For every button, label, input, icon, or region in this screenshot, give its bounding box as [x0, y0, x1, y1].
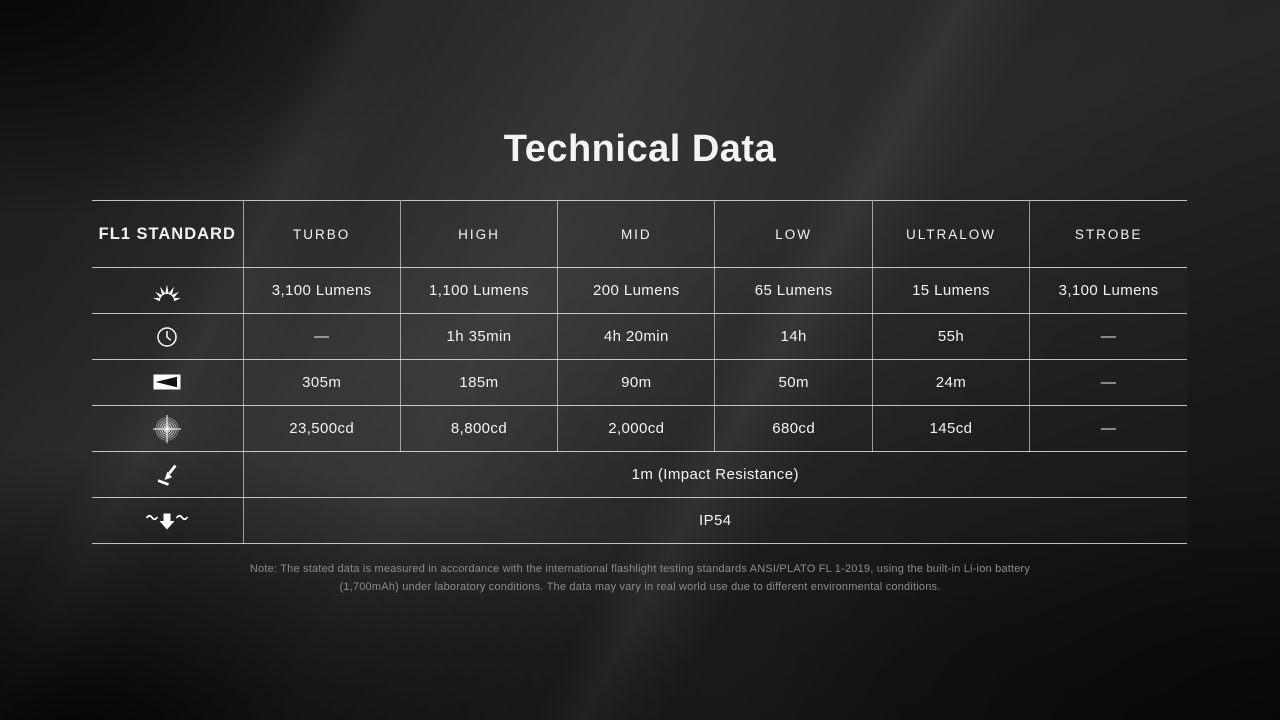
table-row-brightness: 3,100 Lumens 1,100 Lumens 200 Lumens 65 …	[92, 267, 1187, 314]
column-header-mid: MID	[557, 200, 716, 268]
value-ultralow-distance: 24m	[872, 359, 1031, 406]
impact-resistance-icon	[157, 464, 177, 486]
brightness-icon	[153, 284, 181, 301]
value-mid-lumens: 200 Lumens	[557, 267, 716, 314]
value-strobe-distance: —	[1029, 359, 1187, 406]
value-low-intensity: 680cd	[714, 405, 873, 452]
footnote: Note: The stated data is measured in acc…	[140, 560, 1140, 596]
value-ultralow-intensity: 145cd	[872, 405, 1031, 452]
page-title: Technical Data	[503, 128, 777, 170]
value-turbo-intensity: 23,500cd	[243, 405, 401, 452]
value-high-intensity: 8,800cd	[400, 405, 559, 452]
value-high-distance: 185m	[400, 359, 559, 406]
fl1-standard-header: FL1 STANDARD	[92, 200, 244, 268]
column-header-turbo: TURBO	[243, 200, 401, 268]
table-header-row: FL1 STANDARD TURBO HIGH MID LOW ULTRALOW…	[92, 200, 1187, 268]
value-mid-distance: 90m	[557, 359, 716, 406]
table-row-runtime: — 1h 35min 4h 20min 14h 55h —	[92, 313, 1187, 360]
runtime-icon	[157, 326, 177, 347]
value-impact-resistance: 1m (Impact Resistance)	[243, 451, 1187, 498]
value-high-runtime: 1h 35min	[400, 313, 559, 360]
footnote-line-2: (1,700mAh) under laboratory conditions. …	[339, 581, 941, 594]
table-row-impact-resistance: 1m (Impact Resistance)	[92, 451, 1187, 498]
column-header-high: HIGH	[400, 200, 559, 268]
beam-distance-icon	[153, 374, 181, 390]
value-turbo-lumens: 3,100 Lumens	[243, 267, 401, 314]
value-mid-intensity: 2,000cd	[557, 405, 716, 452]
value-high-lumens: 1,100 Lumens	[400, 267, 559, 314]
value-low-runtime: 14h	[714, 313, 873, 360]
value-ultralow-runtime: 55h	[872, 313, 1031, 360]
value-low-lumens: 65 Lumens	[714, 267, 873, 314]
value-strobe-intensity: —	[1029, 405, 1187, 452]
value-strobe-lumens: 3,100 Lumens	[1029, 267, 1187, 314]
footnote-line-1: Note: The stated data is measured in acc…	[249, 563, 1031, 575]
column-header-strobe: STROBE	[1029, 200, 1187, 268]
table-row-ip-rating: IP54	[92, 497, 1187, 544]
value-ultralow-lumens: 15 Lumens	[872, 267, 1031, 314]
table-row-beam-intensity: 23,500cd 8,800cd 2,000cd 680cd 145cd —	[92, 405, 1187, 452]
column-header-ultralow: ULTRALOW	[872, 200, 1031, 268]
value-turbo-distance: 305m	[243, 359, 401, 406]
value-ip-rating: IP54	[243, 497, 1187, 544]
beam-intensity-icon	[153, 414, 182, 443]
table-row-beam-distance: 305m 185m 90m 50m 24m —	[92, 359, 1187, 406]
value-low-distance: 50m	[714, 359, 873, 406]
value-mid-runtime: 4h 20min	[557, 313, 716, 360]
column-header-low: LOW	[714, 200, 873, 268]
ip-rating-icon	[146, 513, 189, 529]
value-strobe-runtime: —	[1029, 313, 1187, 360]
technical-data-table: FL1 STANDARD TURBO HIGH MID LOW ULTRALOW…	[92, 200, 1187, 544]
value-turbo-runtime: —	[243, 313, 401, 360]
